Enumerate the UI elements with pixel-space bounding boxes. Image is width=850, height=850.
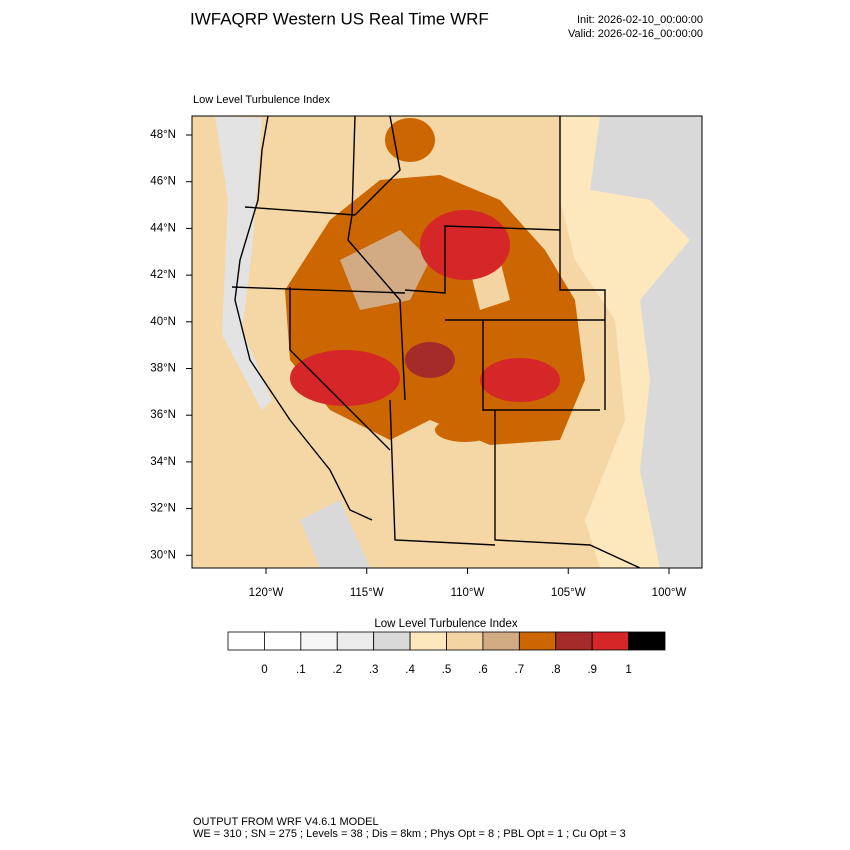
lat-label: 40°N xyxy=(150,316,176,328)
footer-line: WE = 310 ; SN = 275 ; Levels = 38 ; Dis … xyxy=(193,828,626,840)
colorbar-label: 0 xyxy=(261,664,267,676)
lon-label: 110°W xyxy=(451,587,485,599)
lon-label: 120°W xyxy=(249,587,284,599)
lon-label: 105°W xyxy=(551,587,586,599)
colorbar-label: .5 xyxy=(442,664,452,676)
lat-label: 36°N xyxy=(150,409,176,421)
colorbar-box xyxy=(555,631,593,651)
map-frame xyxy=(191,115,703,569)
footer-line: OUTPUT FROM WRF V4.6.1 MODEL xyxy=(193,816,379,828)
lat-label: 38°N xyxy=(150,363,176,375)
valid-time: Valid: 2026-02-16_00:00:00 xyxy=(568,28,703,40)
lat-label: 42°N xyxy=(150,269,176,281)
map xyxy=(192,116,702,568)
colorbar-box xyxy=(482,631,520,651)
colorbar-box xyxy=(409,631,447,651)
colorbar-box xyxy=(591,631,629,651)
colorbar-label: .2 xyxy=(332,664,342,676)
colorbar-label: .7 xyxy=(515,664,525,676)
colorbar-box xyxy=(336,631,375,651)
colorbar-box xyxy=(446,631,484,651)
lat-label: 30°N xyxy=(150,549,176,561)
colorbar-box xyxy=(300,631,338,651)
colorbar-label: .8 xyxy=(551,664,561,676)
colorbar-label: .3 xyxy=(369,664,379,676)
colorbar-box xyxy=(227,631,265,651)
colorbar-label: 1 xyxy=(625,664,631,676)
lat-label: 34°N xyxy=(150,456,176,468)
colorbar-title: Low Level Turbulence Index xyxy=(374,618,517,630)
colorbar-box xyxy=(373,631,411,651)
colorbar-label: .9 xyxy=(587,664,597,676)
lat-label: 32°N xyxy=(150,503,176,515)
lat-label: 46°N xyxy=(150,176,176,188)
colorbar-label: .4 xyxy=(405,664,415,676)
lon-label: 100°W xyxy=(652,587,687,599)
colorbar-label: .1 xyxy=(296,664,306,676)
lon-label: 115°W xyxy=(350,587,384,599)
colorbar-label: .6 xyxy=(478,664,488,676)
map-subtitle: Low Level Turbulence Index xyxy=(193,94,330,106)
colorbar-box xyxy=(518,631,557,651)
colorbar-box xyxy=(264,631,302,651)
lat-label: 48°N xyxy=(150,129,176,141)
init-time: Init: 2026-02-10_00:00:00 xyxy=(577,14,703,26)
colorbar-box xyxy=(628,631,666,651)
title: IWFAQRP Western US Real Time WRF xyxy=(190,9,489,28)
lat-label: 44°N xyxy=(150,222,176,234)
